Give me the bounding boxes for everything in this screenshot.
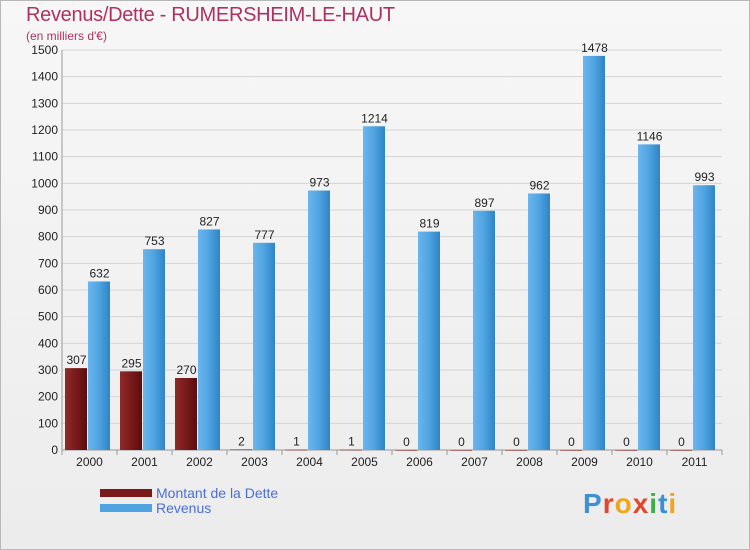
chart-title: Revenus/Dette - RUMERSHEIM-LE-HAUT (26, 4, 395, 26)
y-tick-label: 100 (38, 416, 58, 430)
bar-revenus-value-label: 1214 (361, 111, 388, 125)
bar-revenus-value-label: 819 (419, 217, 439, 231)
x-tick-label: 2009 (571, 455, 598, 469)
legend-label-dette: Montant de la Dette (156, 485, 279, 501)
bar-revenus-value-label: 1146 (637, 129, 663, 143)
bar-revenus (308, 190, 330, 451)
x-tick-label: 2002 (186, 455, 213, 469)
y-tick-label: 500 (38, 310, 58, 324)
bar-dette (285, 449, 307, 451)
bar-dette-value-label: 295 (121, 356, 141, 370)
x-tick-label: 2007 (461, 455, 488, 469)
logo-letter-4: i (649, 488, 659, 519)
x-tick-label: 2006 (406, 455, 433, 469)
y-tick-label: 1300 (31, 96, 58, 110)
bar-dette-value-label: 0 (458, 435, 465, 449)
bar-revenus (88, 281, 110, 450)
x-tick-label: 2000 (76, 455, 103, 469)
y-tick-label: 1100 (32, 150, 58, 164)
y-tick-label: 400 (38, 336, 58, 350)
bar-dette-value-label: 2 (238, 434, 245, 448)
bar-dette-value-label: 1 (348, 435, 355, 449)
bar-dette-value-label: 0 (568, 435, 575, 449)
bar-dette (175, 378, 197, 450)
y-tick-label: 1400 (31, 70, 58, 84)
bar-revenus (528, 193, 550, 450)
bar-revenus-value-label: 962 (529, 178, 549, 192)
bar-dette-value-label: 270 (176, 363, 196, 377)
logo-letter-5: t (658, 488, 669, 519)
bar-dette-value-label: 0 (403, 435, 410, 449)
chart-subtitle: (en milliers d'€) (26, 29, 107, 43)
legend-swatch-dette (100, 489, 152, 497)
bar-revenus (473, 210, 495, 450)
bar-dette (340, 449, 362, 451)
y-tick-label: 200 (38, 390, 58, 404)
bar-revenus-value-label: 632 (89, 266, 109, 280)
x-tick-label: 2004 (296, 455, 323, 469)
bar-revenus (418, 231, 440, 450)
bar-dette-value-label: 1 (293, 435, 300, 449)
y-tick-label: 600 (38, 283, 58, 297)
bar-dette-value-label: 0 (513, 435, 520, 449)
bar-revenus (583, 55, 605, 450)
bar-revenus (638, 144, 660, 450)
x-tick-label: 2011 (682, 455, 708, 469)
y-tick-label: 1200 (31, 123, 58, 137)
logo-letter-6: i (668, 488, 678, 519)
bar-dette (395, 450, 417, 451)
bar-revenus-value-label: 827 (199, 214, 219, 228)
bar-dette (505, 450, 527, 451)
bar-revenus (693, 185, 715, 450)
y-tick-label: 700 (38, 256, 58, 270)
bar-revenus-value-label: 777 (254, 228, 274, 242)
y-tick-label: 800 (38, 230, 58, 244)
bar-dette (560, 450, 582, 451)
bar-dette (120, 371, 142, 450)
y-tick-label: 300 (38, 363, 58, 377)
proxiti-logo: Proxiti (583, 488, 677, 520)
bar-revenus (198, 229, 220, 450)
bar-revenus (363, 126, 385, 451)
bar-dette (615, 450, 637, 451)
logo-letter-0: P (583, 488, 603, 519)
bar-dette-value-label: 0 (623, 435, 630, 449)
bar-dette (450, 450, 472, 451)
bar-dette (230, 449, 252, 451)
bar-dette-value-label: 0 (678, 435, 685, 449)
y-tick-label: 0 (51, 443, 58, 457)
bar-revenus-value-label: 753 (144, 234, 164, 248)
y-tick-label: 900 (38, 203, 58, 217)
bar-revenus (253, 242, 275, 450)
y-tick-label: 1500 (31, 43, 58, 57)
x-tick-label: 2003 (241, 455, 268, 469)
bar-dette (670, 450, 692, 451)
logo-letter-2: o (614, 488, 633, 519)
x-tick-label: 2005 (351, 455, 378, 469)
x-tick-label: 2010 (626, 455, 653, 469)
x-tick-label: 2008 (516, 455, 543, 469)
bar-revenus-value-label: 897 (474, 196, 494, 210)
bar-revenus-value-label: 993 (694, 170, 714, 184)
legend-swatch-revenus (100, 504, 152, 512)
bar-revenus-value-label: 1478 (581, 41, 608, 55)
logo-letter-1: r (602, 488, 615, 519)
y-tick-label: 1000 (31, 176, 58, 190)
legend-label-revenus: Revenus (156, 500, 212, 516)
bar-revenus (143, 249, 165, 450)
bar-dette-value-label: 307 (66, 353, 86, 367)
bar-dette (65, 368, 87, 450)
x-tick-label: 2001 (131, 455, 158, 469)
bar-revenus-value-label: 973 (309, 176, 329, 190)
logo-letter-3: x (632, 488, 650, 519)
